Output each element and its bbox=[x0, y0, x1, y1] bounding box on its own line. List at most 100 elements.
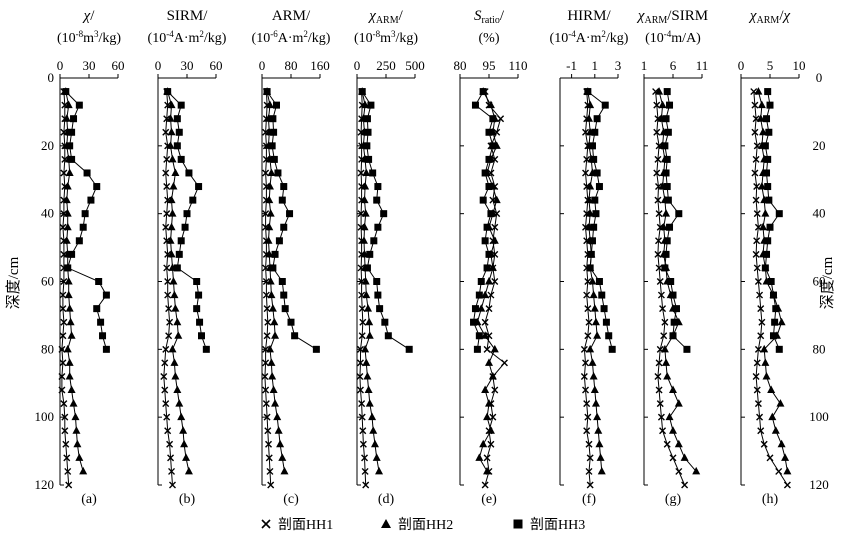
data-point-cross bbox=[263, 332, 271, 340]
data-point-triangle bbox=[361, 277, 370, 285]
data-point-square bbox=[269, 115, 277, 123]
data-point-triangle bbox=[171, 304, 180, 312]
data-point-triangle bbox=[660, 344, 669, 353]
data-point-cross bbox=[162, 128, 170, 136]
x-tick-label: 5 bbox=[767, 58, 774, 73]
data-point-triangle bbox=[663, 371, 672, 380]
data-point-cross bbox=[752, 196, 760, 204]
data-point-triangle bbox=[167, 222, 176, 231]
data-point-cross bbox=[487, 291, 495, 299]
data-point-triangle bbox=[588, 358, 597, 366]
data-point-cross bbox=[356, 386, 364, 394]
data-point-square bbox=[405, 345, 413, 353]
data-point-cross bbox=[164, 278, 172, 285]
data-point-square bbox=[764, 237, 772, 245]
data-point-square bbox=[196, 318, 204, 326]
data-point-triangle bbox=[596, 453, 605, 461]
legend-item-hh1: 剖面HH1 bbox=[261, 517, 333, 533]
data-point-triangle bbox=[767, 385, 776, 394]
y-tick-label: 80 bbox=[41, 341, 54, 356]
data-point-cross bbox=[585, 467, 593, 475]
data-point-triangle bbox=[490, 344, 499, 353]
data-point-square bbox=[83, 169, 91, 177]
data-point-square bbox=[662, 250, 670, 258]
data-point-square bbox=[366, 250, 374, 258]
data-point-square bbox=[291, 332, 299, 340]
data-point-triangle bbox=[62, 114, 71, 122]
data-point-square bbox=[175, 250, 183, 258]
data-point-cross bbox=[585, 318, 593, 326]
panel-label: (f) bbox=[582, 492, 596, 507]
data-point-cross bbox=[583, 427, 591, 435]
data-point-square bbox=[590, 155, 598, 163]
data-point-cross bbox=[584, 413, 592, 421]
data-point-square bbox=[193, 278, 201, 285]
data-point-square bbox=[769, 332, 777, 340]
data-point-square bbox=[365, 155, 373, 163]
data-point-triangle bbox=[361, 344, 370, 353]
data-point-cross bbox=[582, 359, 590, 367]
data-point-triangle bbox=[475, 453, 484, 461]
data-point-triangle bbox=[66, 317, 75, 326]
panel-label: (a) bbox=[81, 492, 97, 507]
data-point-triangle bbox=[669, 385, 677, 394]
data-point-square bbox=[586, 264, 594, 272]
data-point-cross bbox=[164, 291, 172, 299]
data-point-cross bbox=[754, 278, 762, 285]
x-tick-label: 30 bbox=[83, 58, 96, 73]
data-point-square bbox=[173, 264, 181, 272]
data-point-triangle bbox=[589, 371, 598, 380]
data-point-triangle bbox=[169, 182, 178, 190]
panel-title: χARM​/ bbox=[367, 8, 403, 26]
y-tick-label: 20 bbox=[813, 138, 826, 153]
data-point-cross bbox=[356, 372, 364, 380]
data-point-square bbox=[672, 305, 680, 313]
data-point-square bbox=[173, 115, 181, 123]
data-point-square bbox=[663, 237, 671, 245]
data-point-square bbox=[373, 278, 381, 285]
data-point-cross bbox=[584, 305, 592, 313]
x-tick-label: 110 bbox=[508, 58, 527, 73]
x-tick-label: 80 bbox=[285, 58, 298, 73]
data-point-cross bbox=[265, 440, 273, 448]
data-point-triangle bbox=[65, 371, 74, 380]
data-point-triangle bbox=[72, 426, 81, 434]
data-point-square bbox=[79, 223, 87, 231]
data-point-square bbox=[669, 291, 677, 299]
panel-label: (c) bbox=[283, 492, 299, 507]
data-point-triangle bbox=[268, 304, 277, 312]
panel-unit: (10-6​A·m2​/kg) bbox=[252, 29, 331, 46]
data-point-cross bbox=[753, 237, 761, 245]
data-point-square bbox=[584, 88, 592, 96]
data-point-triangle bbox=[362, 290, 371, 299]
data-point-triangle bbox=[266, 209, 275, 217]
data-point-triangle bbox=[756, 114, 765, 122]
panel-unit: (10-4​A·m2​/kg) bbox=[550, 29, 629, 46]
data-point-square bbox=[286, 210, 294, 218]
data-point-cross bbox=[262, 359, 270, 367]
panel-title: χ/ bbox=[82, 8, 96, 24]
data-point-square bbox=[193, 305, 201, 313]
data-point-triangle bbox=[485, 277, 493, 285]
data-point-square bbox=[479, 88, 487, 96]
data-point-triangle bbox=[481, 385, 490, 394]
data-point-square bbox=[363, 115, 371, 123]
data-point-triangle bbox=[586, 209, 595, 217]
data-point-triangle bbox=[761, 209, 770, 217]
data-point-square bbox=[775, 345, 783, 353]
data-point-square bbox=[775, 210, 783, 218]
data-point-cross bbox=[356, 359, 364, 367]
y-tick-label: 40 bbox=[813, 206, 826, 221]
data-point-square bbox=[183, 210, 191, 218]
x-tick-label: 500 bbox=[405, 58, 425, 73]
data-point-square bbox=[102, 345, 110, 353]
y-tick-label: 100 bbox=[35, 409, 55, 424]
data-point-square bbox=[683, 345, 691, 353]
data-point-cross bbox=[266, 467, 274, 475]
data-point-cross bbox=[751, 128, 759, 136]
data-point-cross bbox=[753, 264, 761, 272]
data-point-triangle bbox=[783, 466, 792, 475]
data-point-cross bbox=[164, 427, 172, 435]
data-point-cross bbox=[481, 318, 489, 326]
